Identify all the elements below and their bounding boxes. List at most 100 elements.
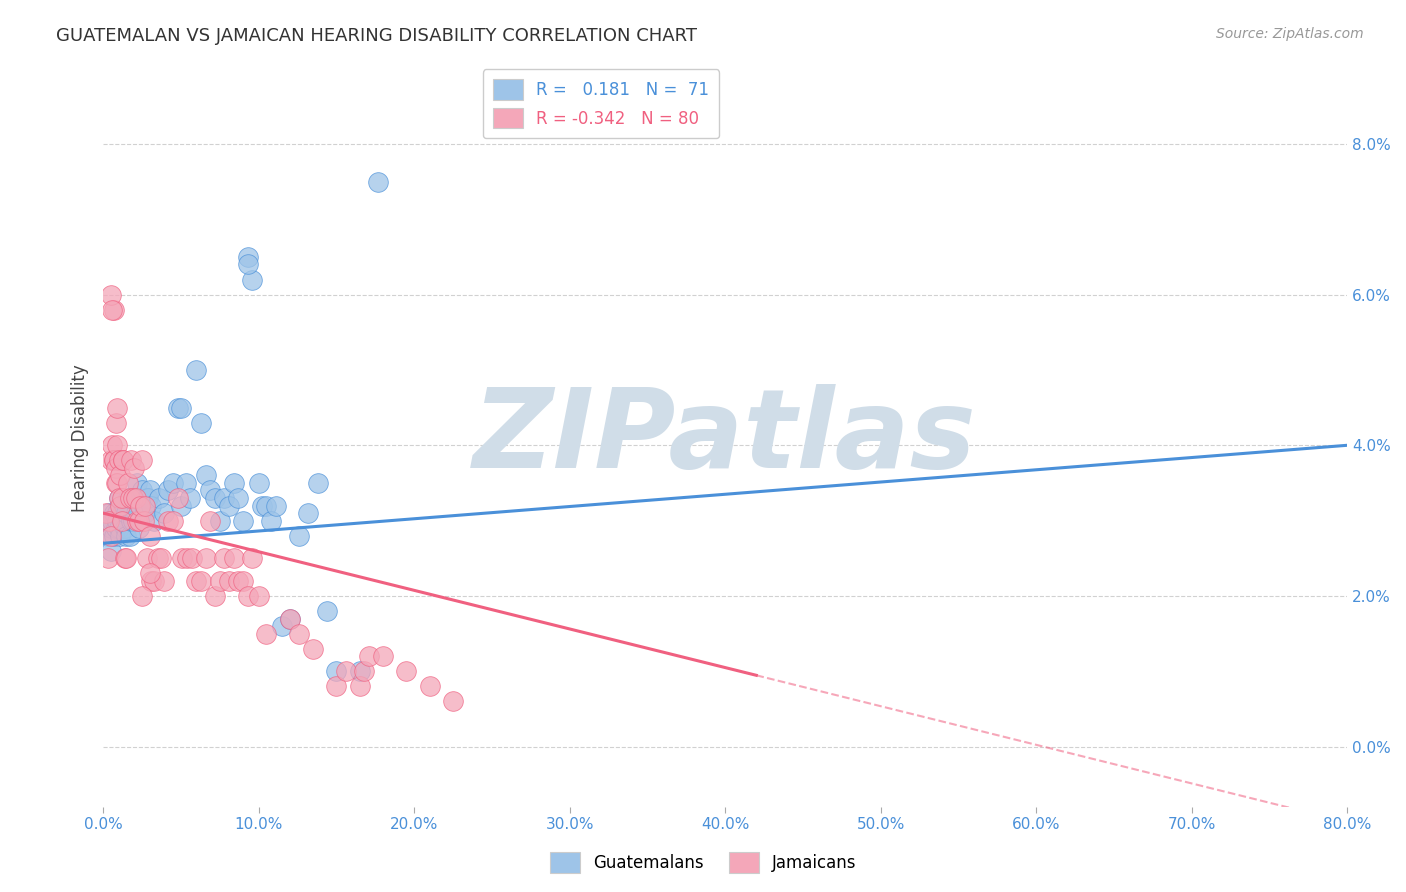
Point bbox=[222, 551, 245, 566]
Point bbox=[97, 529, 120, 543]
Point bbox=[200, 514, 222, 528]
Point bbox=[111, 491, 134, 505]
Point bbox=[441, 694, 464, 708]
Point bbox=[118, 491, 141, 505]
Point bbox=[353, 665, 375, 679]
Point bbox=[104, 475, 127, 490]
Point bbox=[278, 611, 301, 625]
Point bbox=[208, 574, 231, 588]
Point bbox=[112, 453, 135, 467]
Point bbox=[105, 475, 128, 490]
Point bbox=[104, 521, 127, 535]
Point bbox=[134, 506, 156, 520]
Point bbox=[129, 499, 152, 513]
Point bbox=[128, 521, 150, 535]
Point bbox=[105, 438, 128, 452]
Point bbox=[236, 589, 259, 603]
Point bbox=[96, 506, 118, 520]
Point bbox=[141, 499, 163, 513]
Point bbox=[118, 529, 141, 543]
Point bbox=[135, 491, 157, 505]
Point bbox=[107, 491, 129, 505]
Point bbox=[288, 529, 311, 543]
Point bbox=[152, 574, 174, 588]
Y-axis label: Hearing Disability: Hearing Disability bbox=[72, 364, 89, 512]
Point bbox=[100, 287, 122, 301]
Point bbox=[117, 475, 139, 490]
Point bbox=[148, 491, 170, 505]
Point bbox=[103, 453, 125, 467]
Point bbox=[120, 514, 142, 528]
Point bbox=[103, 529, 125, 543]
Point bbox=[112, 499, 135, 513]
Point bbox=[98, 506, 121, 520]
Point bbox=[111, 506, 134, 520]
Point bbox=[114, 551, 136, 566]
Point bbox=[111, 514, 134, 528]
Point bbox=[100, 521, 122, 535]
Point bbox=[254, 499, 277, 513]
Point bbox=[186, 363, 208, 377]
Point bbox=[105, 401, 128, 415]
Point bbox=[139, 566, 162, 581]
Point bbox=[232, 574, 254, 588]
Point bbox=[111, 514, 134, 528]
Point bbox=[143, 574, 166, 588]
Point bbox=[146, 551, 169, 566]
Point bbox=[128, 514, 150, 528]
Point bbox=[218, 574, 240, 588]
Point bbox=[112, 453, 135, 467]
Point bbox=[132, 499, 155, 513]
Point bbox=[214, 491, 236, 505]
Point bbox=[242, 551, 264, 566]
Point bbox=[236, 250, 259, 264]
Point bbox=[170, 401, 193, 415]
Point bbox=[335, 665, 357, 679]
Point bbox=[166, 491, 188, 505]
Text: GUATEMALAN VS JAMAICAN HEARING DISABILITY CORRELATION CHART: GUATEMALAN VS JAMAICAN HEARING DISABILIT… bbox=[56, 27, 697, 45]
Point bbox=[105, 514, 128, 528]
Point bbox=[101, 302, 124, 317]
Point bbox=[302, 641, 325, 656]
Point bbox=[325, 680, 347, 694]
Point bbox=[127, 475, 149, 490]
Point bbox=[96, 514, 118, 528]
Point bbox=[97, 551, 120, 566]
Point bbox=[107, 453, 129, 467]
Point bbox=[218, 499, 240, 513]
Point bbox=[122, 491, 145, 505]
Point bbox=[122, 461, 145, 475]
Point bbox=[180, 551, 202, 566]
Point bbox=[143, 514, 166, 528]
Point bbox=[107, 521, 129, 535]
Point bbox=[247, 589, 270, 603]
Point bbox=[170, 499, 193, 513]
Point bbox=[371, 649, 394, 664]
Point bbox=[264, 499, 287, 513]
Point bbox=[162, 475, 184, 490]
Point bbox=[114, 521, 136, 535]
Point bbox=[307, 475, 329, 490]
Point bbox=[190, 574, 212, 588]
Point bbox=[121, 491, 143, 505]
Point bbox=[115, 506, 138, 520]
Point bbox=[208, 514, 231, 528]
Point bbox=[288, 626, 311, 640]
Point bbox=[136, 491, 159, 505]
Point bbox=[228, 491, 250, 505]
Point bbox=[194, 551, 217, 566]
Point bbox=[141, 574, 163, 588]
Point bbox=[176, 551, 198, 566]
Point bbox=[214, 551, 236, 566]
Point bbox=[200, 483, 222, 498]
Point bbox=[222, 475, 245, 490]
Point bbox=[105, 506, 128, 520]
Point bbox=[110, 529, 132, 543]
Point bbox=[131, 453, 153, 467]
Legend: R =   0.181   N =  71, R = -0.342   N = 80: R = 0.181 N = 71, R = -0.342 N = 80 bbox=[482, 70, 718, 138]
Point bbox=[152, 506, 174, 520]
Point bbox=[278, 611, 301, 625]
Point bbox=[115, 529, 138, 543]
Point bbox=[101, 514, 124, 528]
Point bbox=[250, 499, 273, 513]
